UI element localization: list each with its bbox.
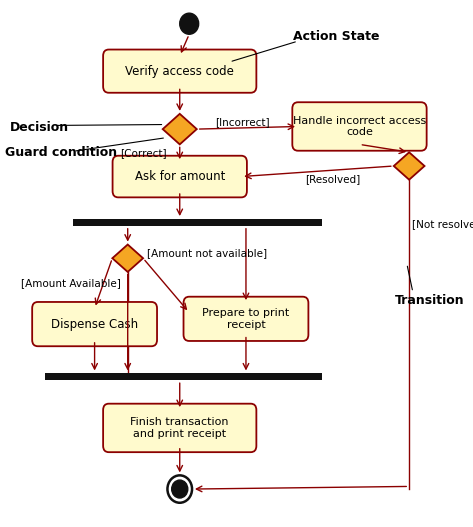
FancyBboxPatch shape (32, 302, 157, 346)
Circle shape (180, 13, 199, 34)
Polygon shape (163, 114, 197, 144)
Text: [Amount Available]: [Amount Available] (21, 278, 121, 288)
Polygon shape (394, 152, 425, 180)
Text: Dispense Cash: Dispense Cash (51, 318, 138, 330)
Circle shape (167, 475, 192, 503)
Text: Guard condition: Guard condition (5, 147, 117, 159)
FancyBboxPatch shape (103, 50, 256, 93)
Text: [Resolved]: [Resolved] (305, 174, 360, 184)
Text: [Incorrect]: [Incorrect] (215, 118, 270, 127)
Text: [Correct]: [Correct] (121, 148, 167, 158)
Circle shape (172, 480, 188, 498)
Text: Prepare to print
receipt: Prepare to print receipt (202, 308, 289, 329)
Text: Verify access code: Verify access code (125, 65, 234, 77)
Text: Transition: Transition (395, 294, 464, 307)
Text: Finish transaction
and print receipt: Finish transaction and print receipt (131, 417, 229, 438)
Text: [Not resolved]: [Not resolved] (412, 219, 473, 229)
FancyBboxPatch shape (113, 156, 247, 197)
Polygon shape (113, 245, 143, 272)
FancyBboxPatch shape (184, 297, 308, 341)
Bar (45, 373, 322, 380)
FancyBboxPatch shape (103, 404, 256, 452)
FancyBboxPatch shape (292, 102, 427, 151)
Text: Action State: Action State (293, 31, 380, 43)
Text: Handle incorrect access
code: Handle incorrect access code (293, 116, 426, 137)
Text: Ask for amount: Ask for amount (134, 170, 225, 183)
Text: Decision: Decision (9, 121, 69, 134)
Bar (73, 219, 322, 226)
Text: [Amount not available]: [Amount not available] (147, 248, 267, 258)
